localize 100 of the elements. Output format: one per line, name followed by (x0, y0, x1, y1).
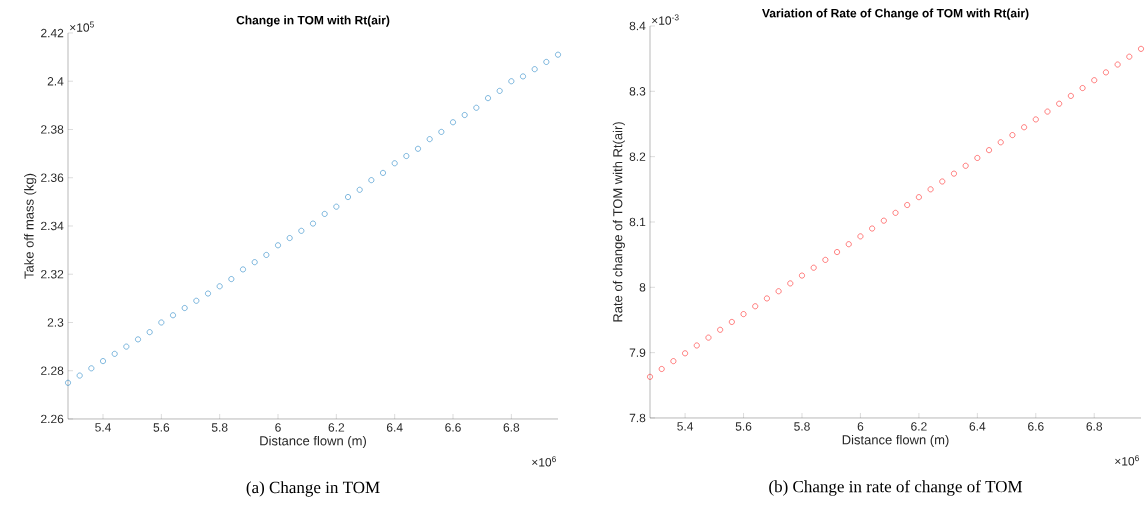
x-axis-title: Distance flown (m) (260, 435, 366, 448)
x-tick-label: 5.8 (211, 423, 228, 432)
x-tick-label: 6.8 (503, 423, 520, 432)
x-tick-label: 6.2 (911, 422, 927, 431)
point (146, 329, 153, 335)
point (345, 194, 351, 200)
point (916, 194, 922, 201)
point (787, 280, 794, 287)
point (705, 334, 712, 341)
x-tick-label: 5.8 (794, 422, 810, 431)
text: ×10$^{5}$ (70, 21, 94, 32)
point (321, 211, 328, 217)
point (1021, 124, 1027, 131)
point (1126, 53, 1133, 60)
point (857, 233, 864, 240)
point (892, 209, 899, 216)
point (461, 112, 468, 118)
text: ×10$^{-3}$ (652, 14, 679, 25)
point (1032, 116, 1039, 123)
chart-title: Variation of Rate of Change of TOM with Rt(air) (762, 8, 1029, 20)
point (193, 297, 200, 304)
point (205, 290, 211, 297)
point (647, 373, 653, 380)
point (263, 252, 270, 258)
point (65, 379, 71, 386)
point (496, 88, 503, 94)
x-tick-label: 5.6 (735, 422, 752, 431)
point (927, 186, 934, 193)
point (951, 170, 957, 177)
point (158, 319, 165, 326)
y-tick-label: 2.32 (41, 269, 64, 279)
point (450, 119, 456, 126)
point (240, 266, 246, 273)
text: ×10$^{6}$ (532, 456, 556, 467)
point (473, 104, 480, 111)
y-tick-label: 2.26 (41, 414, 64, 424)
point (962, 162, 969, 169)
point (543, 59, 550, 65)
point (76, 372, 83, 379)
point (333, 203, 340, 210)
x-tick-label: 6 (857, 422, 864, 431)
text: ×10$^{6}$ (1115, 455, 1139, 466)
y-axis-title: Take off mass (kg) (24, 173, 37, 279)
point (438, 129, 445, 135)
x-tick-label: 6.2 (328, 423, 345, 432)
y-tick-label: 2.42 (41, 28, 64, 38)
y-tick-label: 2.38 (41, 125, 64, 134)
point (1009, 132, 1016, 138)
point (298, 227, 305, 234)
chart-title: Change in TOM with Rt(air) (236, 15, 390, 27)
point (485, 95, 491, 101)
y-tick-label: 8.1 (629, 217, 646, 227)
y-tick-label: 8.4 (629, 21, 646, 31)
point (764, 295, 770, 302)
point (670, 358, 677, 364)
point (216, 283, 223, 290)
point (740, 311, 747, 317)
y-tick-label: 8.2 (629, 152, 646, 161)
point (799, 272, 805, 279)
text: (a) Change in TOM (246, 481, 380, 497)
point (682, 350, 688, 357)
point (1114, 61, 1121, 68)
point (123, 343, 130, 350)
point (845, 241, 852, 248)
point (986, 147, 992, 153)
point (135, 336, 141, 343)
point (170, 312, 176, 319)
y-tick-label: 2.3 (47, 318, 64, 327)
point (391, 160, 398, 167)
point (520, 73, 526, 80)
x-tick-label: 5.4 (677, 422, 694, 431)
point (100, 358, 106, 364)
y-tick-label: 7.9 (629, 348, 646, 357)
point (368, 177, 375, 183)
point (658, 366, 665, 372)
point (869, 225, 875, 232)
x-tick-label: 6.6 (445, 423, 461, 432)
x-tick-label: 5.4 (95, 423, 112, 432)
y-tick-label: 2.4 (47, 77, 64, 86)
point (310, 220, 316, 227)
x-tick-label: 5.6 (153, 423, 170, 432)
point (531, 66, 538, 73)
y-tick-label: 8.3 (629, 87, 646, 96)
point (904, 202, 911, 208)
point (693, 342, 700, 349)
x-tick-label: 6.4 (386, 423, 403, 432)
point (810, 264, 817, 271)
point (275, 242, 281, 249)
point (834, 249, 840, 255)
point (939, 178, 946, 185)
point (729, 319, 735, 325)
point (997, 139, 1004, 146)
x-tick-label: 6 (275, 423, 281, 432)
point (228, 276, 235, 282)
point (508, 78, 515, 85)
point (1103, 69, 1109, 76)
y-axis-title: Rate of change of TOM with Rt(air) (612, 122, 625, 322)
point (251, 259, 258, 266)
point (380, 170, 386, 176)
point (88, 365, 95, 372)
